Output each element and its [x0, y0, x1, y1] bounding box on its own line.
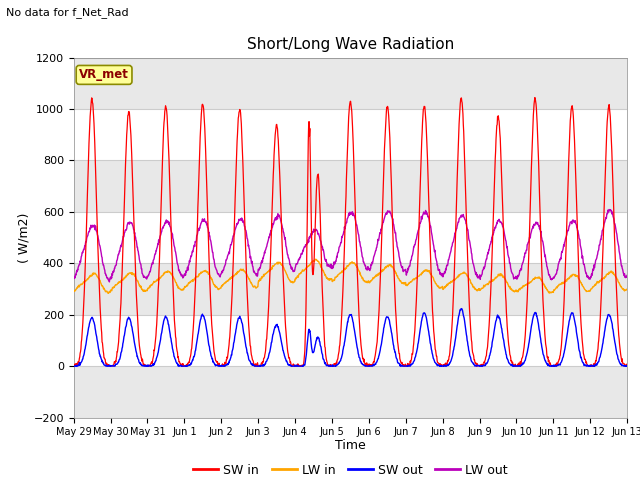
Bar	[74, 160, 627, 212]
Text: VR_met: VR_met	[79, 68, 129, 82]
Bar	[74, 366, 627, 418]
Y-axis label: ( W/m2): ( W/m2)	[18, 213, 31, 263]
X-axis label: Time: Time	[335, 439, 366, 452]
Legend: SW in, LW in, SW out, LW out: SW in, LW in, SW out, LW out	[188, 458, 513, 480]
Title: Short/Long Wave Radiation: Short/Long Wave Radiation	[247, 37, 454, 52]
Text: No data for f_Net_Rad: No data for f_Net_Rad	[6, 7, 129, 18]
Bar	[74, 58, 627, 109]
Bar	[74, 264, 627, 315]
